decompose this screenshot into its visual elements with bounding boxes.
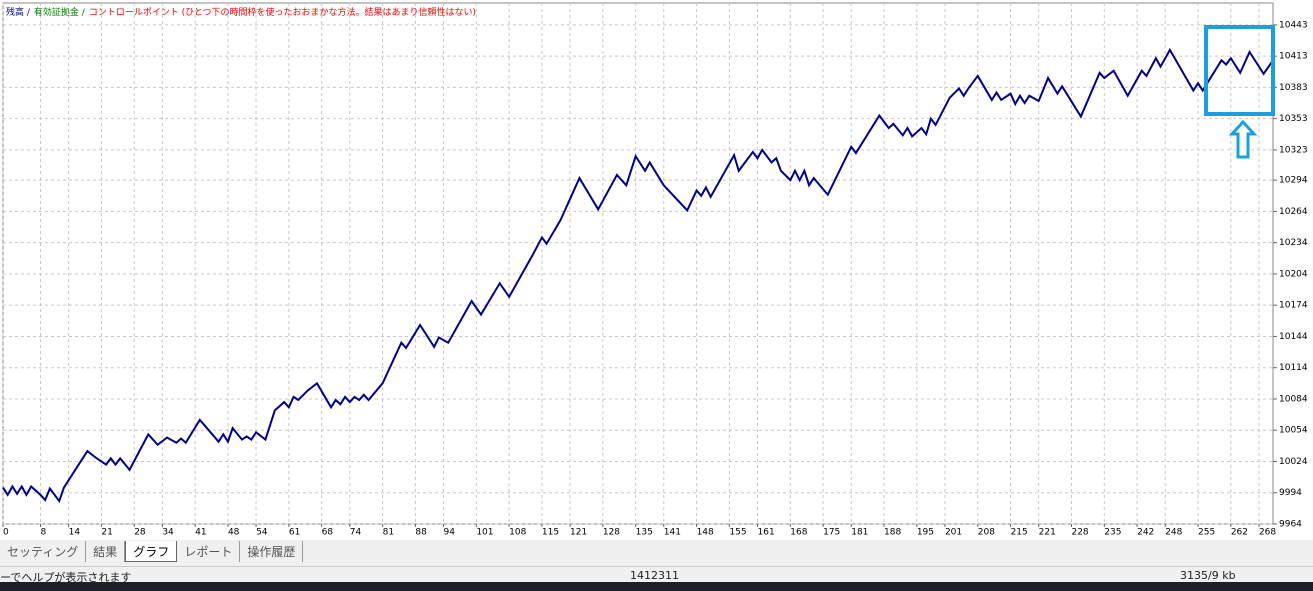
x-tick-label: 68 [322, 528, 334, 538]
tab[interactable]: 操作履歴 [240, 541, 304, 562]
x-tick-label: 268 [1259, 528, 1276, 538]
status-count: 1412311 [630, 569, 679, 582]
x-tick-label: 21 [101, 528, 112, 538]
x-tick-label: 48 [228, 528, 240, 538]
highlight-arrow [1228, 119, 1258, 159]
legend-entry: 有効証拠金 / [34, 6, 86, 18]
x-tick-label: 121 [570, 528, 587, 538]
x-tick-label: 155 [729, 528, 746, 538]
tab-bar: セッティング 結果 グラフ レポート 操作履歴 [0, 541, 304, 562]
chart: 残高 / 有効証拠金 / コントロールポイント (ひとつ下の時間枠を使ったおおまかな… [0, 0, 1313, 540]
legend-entry: コントロールポイント (ひとつ下の時間枠を使ったおおまかな方法。結果はあまり信頼… [89, 6, 476, 18]
y-tick-label: 10054 [1279, 426, 1308, 436]
y-tick-label: 10174 [1279, 301, 1308, 311]
taskbar [0, 582, 1313, 591]
x-tick-label: 235 [1104, 528, 1121, 538]
y-tick-label: 9964 [1279, 520, 1302, 530]
x-tick-label: 101 [476, 528, 493, 538]
x-tick-label: 188 [884, 528, 901, 538]
plot [2, 47, 1274, 504]
grid [2, 3, 1277, 527]
status-memory: 3135/9 kb [1180, 569, 1236, 582]
x-tick-label: 195 [917, 528, 934, 538]
status-bar: ーでヘルプが表示されます 1412311 3135/9 kb [0, 566, 1313, 584]
tab[interactable]: 結果 [86, 541, 126, 562]
x-tick-label: 34 [162, 528, 174, 538]
x-tick-label: 41 [195, 528, 206, 538]
y-tick-label: 10353 [1279, 114, 1308, 124]
y-tick-label: 10114 [1279, 363, 1308, 373]
x-tick-label: 175 [823, 528, 840, 538]
y-tick-label: 10024 [1279, 457, 1308, 467]
x-tick-label: 14 [69, 528, 81, 538]
x-tick-label: 28 [134, 528, 146, 538]
y-tick-label: 10144 [1279, 332, 1308, 342]
y-tick-label: 10234 [1279, 238, 1308, 248]
tab[interactable]: グラフ [125, 541, 178, 562]
x-tick-label: 108 [509, 528, 526, 538]
x-tick-label: 228 [1071, 528, 1088, 538]
x-tick-label: 0 [3, 528, 9, 538]
x-tick-label: 141 [664, 528, 681, 538]
y-tick-label: 9994 [1279, 488, 1302, 498]
y-tick-label: 10204 [1279, 269, 1308, 279]
x-tick-label: 262 [1231, 528, 1248, 538]
y-tick-label: 10443 [1279, 20, 1308, 30]
x-tick-label: 181 [851, 528, 868, 538]
x-tick-label: 115 [542, 528, 559, 538]
x-tick-label: 161 [758, 528, 775, 538]
x-tick-label: 208 [978, 528, 995, 538]
highlight-box [1204, 25, 1275, 116]
y-tick-label: 10383 [1279, 83, 1308, 93]
x-tick-label: 221 [1039, 528, 1056, 538]
x-tick-label: 135 [636, 528, 653, 538]
y-tick-label: 10323 [1279, 145, 1308, 155]
y-tick-label: 10294 [1279, 176, 1308, 186]
x-tick-label: 201 [945, 528, 962, 538]
equity-line [2, 47, 1274, 504]
y-tick-label: 10264 [1279, 207, 1308, 217]
chart-bg [0, 0, 1313, 540]
x-tick-label: 61 [289, 528, 300, 538]
legend: 残高 / 有効証拠金 / コントロールポイント (ひとつ下の時間枠を使ったおおまかな… [6, 6, 476, 18]
x-tick-label: 128 [603, 528, 620, 538]
x-tick-label: 74 [350, 528, 362, 538]
x-tick-label: 168 [790, 528, 807, 538]
x-tick-label: 242 [1137, 528, 1154, 538]
x-tick-label: 148 [697, 528, 714, 538]
x-tick-label: 215 [1011, 528, 1028, 538]
x-tick-label: 8 [40, 528, 46, 538]
legend-entry: 残高 / [6, 6, 31, 18]
x-tick-label: 88 [415, 528, 427, 538]
x-tick-label: 94 [444, 528, 456, 538]
y-tick-label: 10413 [1279, 52, 1308, 62]
x-tick-label: 54 [256, 528, 268, 538]
x-tick-label: 255 [1198, 528, 1215, 538]
y-tick-label: 10084 [1279, 394, 1308, 404]
tab[interactable]: レポート [177, 541, 241, 562]
x-tick-label: 248 [1165, 528, 1182, 538]
status-help: ーでヘルプが表示されます [0, 571, 132, 584]
x-tick-label: 81 [383, 528, 394, 538]
tab[interactable]: セッティング [0, 541, 87, 562]
